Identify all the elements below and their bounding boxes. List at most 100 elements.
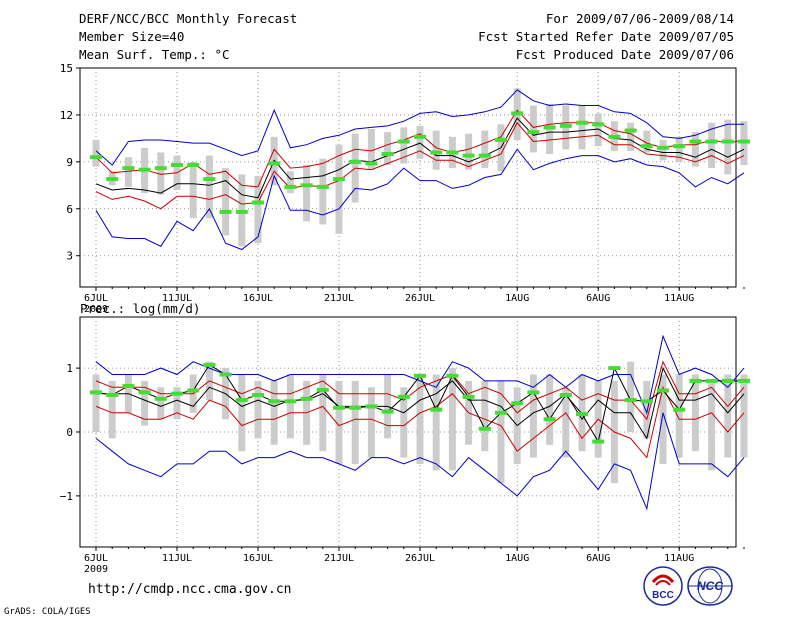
- observed-marker: [721, 378, 734, 383]
- spread-box: [335, 144, 343, 234]
- series-line-lower: [95, 121, 745, 210]
- observed-marker: [300, 183, 313, 188]
- observed-marker: [122, 384, 135, 388]
- spread-box: [303, 164, 311, 222]
- source-url[interactable]: http://cmdp.ncc.cma.gov.cn: [88, 582, 292, 597]
- spread-box: [270, 380, 278, 445]
- spread-box: [659, 139, 667, 161]
- spread-box: [254, 380, 262, 439]
- bcc-logo-icon: BCC: [643, 566, 683, 606]
- observed-marker: [300, 396, 313, 401]
- observed-marker: [624, 398, 637, 403]
- series-line-upper: [95, 360, 745, 421]
- observed-marker: [592, 122, 605, 127]
- spread-box: [578, 105, 586, 150]
- x-tick-label: 16JUL: [243, 553, 273, 564]
- observed-marker: [543, 417, 556, 422]
- x-tick-label: 16JUL: [243, 293, 273, 304]
- series-line-min: [95, 148, 745, 251]
- observed-marker: [576, 120, 588, 125]
- x-tick-label: 1AUG: [505, 293, 529, 304]
- spread-box: [627, 122, 635, 151]
- y-tick-label: 9: [66, 156, 73, 169]
- spread-box: [643, 130, 651, 153]
- spread-box: [286, 374, 294, 439]
- observed-marker: [90, 390, 102, 395]
- spread-box: [124, 157, 132, 187]
- spread-box: [416, 374, 424, 464]
- produced-date: Fcst Produced Date 2009/07/06: [515, 47, 734, 62]
- observed-marker: [316, 184, 329, 189]
- observed-marker: [171, 162, 183, 167]
- refer-date: Fcst Started Refer Date 2009/07/05: [478, 29, 734, 44]
- forecast-period: For 2009/07/06-2009/08/14: [545, 11, 734, 26]
- spread-box: [724, 119, 732, 175]
- observed-marker: [187, 162, 200, 167]
- x-tick-label: 26JUL: [405, 553, 435, 564]
- spread-box: [335, 380, 343, 464]
- x-tick-label: 6JUL: [84, 293, 108, 304]
- observed-marker: [235, 209, 248, 214]
- panel-title: Prec.: log(mm/d): [80, 301, 200, 316]
- spread-box: [222, 168, 230, 236]
- observed-marker: [349, 159, 362, 164]
- observed-marker: [333, 177, 345, 182]
- spread-box: [189, 161, 197, 219]
- observed-marker: [543, 125, 556, 130]
- spread-box: [157, 387, 165, 420]
- y-tick-label: 6: [66, 203, 73, 216]
- y-tick-label: 3: [66, 250, 73, 263]
- x-tick-year: 2009: [84, 304, 108, 315]
- spread-box: [400, 387, 408, 458]
- spread-box: [724, 374, 732, 458]
- observed-marker: [365, 404, 378, 409]
- observed-marker: [608, 134, 621, 139]
- spread-box: [675, 136, 683, 162]
- spread-box: [740, 374, 748, 458]
- chart-title: DERF/NCC/BCC Monthly Forecast: [79, 11, 298, 26]
- x-tick-label: 6JUL: [84, 553, 108, 564]
- observed-marker: [268, 161, 281, 166]
- spread-box: [319, 158, 327, 225]
- x-tick-label: 6AUG: [586, 293, 610, 304]
- spread-box: [205, 155, 213, 219]
- spread-box: [481, 130, 489, 169]
- spread-box: [108, 380, 116, 439]
- spread-box: [432, 374, 440, 471]
- spread-box: [432, 130, 440, 170]
- x-tick-year: 2009: [84, 564, 108, 575]
- spread-box: [546, 374, 554, 445]
- observed-marker: [640, 399, 653, 404]
- series-line-max: [95, 89, 744, 166]
- y-tick-label: −1: [60, 490, 73, 503]
- spread-box: [416, 125, 424, 159]
- ncc-logo-label: NCC: [697, 579, 723, 593]
- observed-marker: [154, 396, 167, 401]
- spread-box: [141, 380, 149, 426]
- y-tick-label: 15: [60, 62, 73, 75]
- observed-marker: [122, 166, 135, 171]
- observed-marker: [527, 130, 540, 135]
- spread-box: [92, 374, 100, 432]
- spread-box: [173, 387, 181, 420]
- observed-marker: [333, 405, 345, 410]
- spread-box: [529, 374, 537, 458]
- grads-credit: GrADS: COLA/IGES: [4, 607, 91, 617]
- ncc-logo-icon: NCC: [687, 566, 733, 606]
- observed-marker: [559, 123, 572, 128]
- observed-marker: [705, 139, 718, 144]
- observed-marker: [478, 153, 491, 158]
- y-tick-label: 0: [66, 426, 73, 439]
- spread-box: [400, 127, 408, 164]
- observed-marker: [203, 362, 216, 367]
- observed-marker: [608, 366, 621, 371]
- observed-marker: [721, 139, 734, 144]
- observed-marker: [738, 139, 750, 144]
- observed-marker: [268, 399, 281, 404]
- observed-marker: [203, 177, 216, 182]
- spread-box: [157, 152, 165, 195]
- series-line-upper: [95, 109, 745, 188]
- observed-marker: [446, 150, 459, 155]
